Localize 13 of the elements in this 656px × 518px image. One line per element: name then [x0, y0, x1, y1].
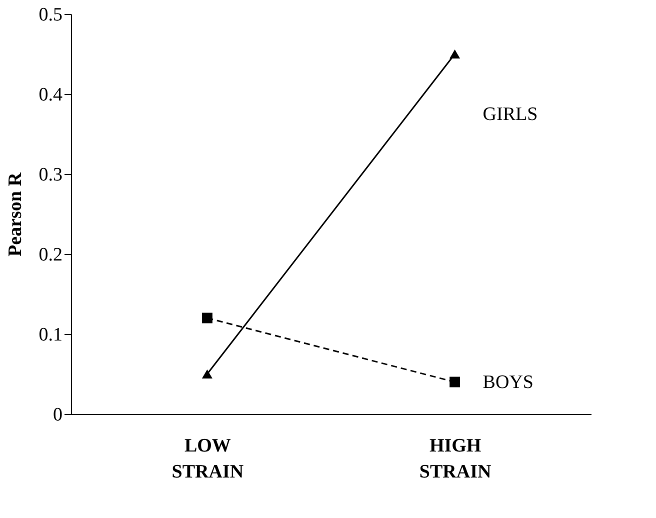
y-tick-label: 0.2: [38, 244, 62, 266]
point: [450, 376, 460, 388]
x-tick-label: HIGH STRAIN: [419, 436, 492, 482]
point: [202, 312, 212, 324]
y-axis-title: Pearson R: [4, 172, 26, 256]
x-tick-label: LOW STRAIN: [172, 436, 244, 482]
y-tick-label: 0: [53, 404, 62, 426]
text: GIRLS: [482, 104, 538, 125]
y-tick-label: 0.3: [38, 164, 62, 186]
y-tick-label: 0.1: [38, 324, 62, 346]
series-label: BOYS: [482, 372, 534, 393]
y-tick-label: 0.4: [38, 84, 63, 106]
y-tick-label: 0.5: [38, 4, 62, 26]
